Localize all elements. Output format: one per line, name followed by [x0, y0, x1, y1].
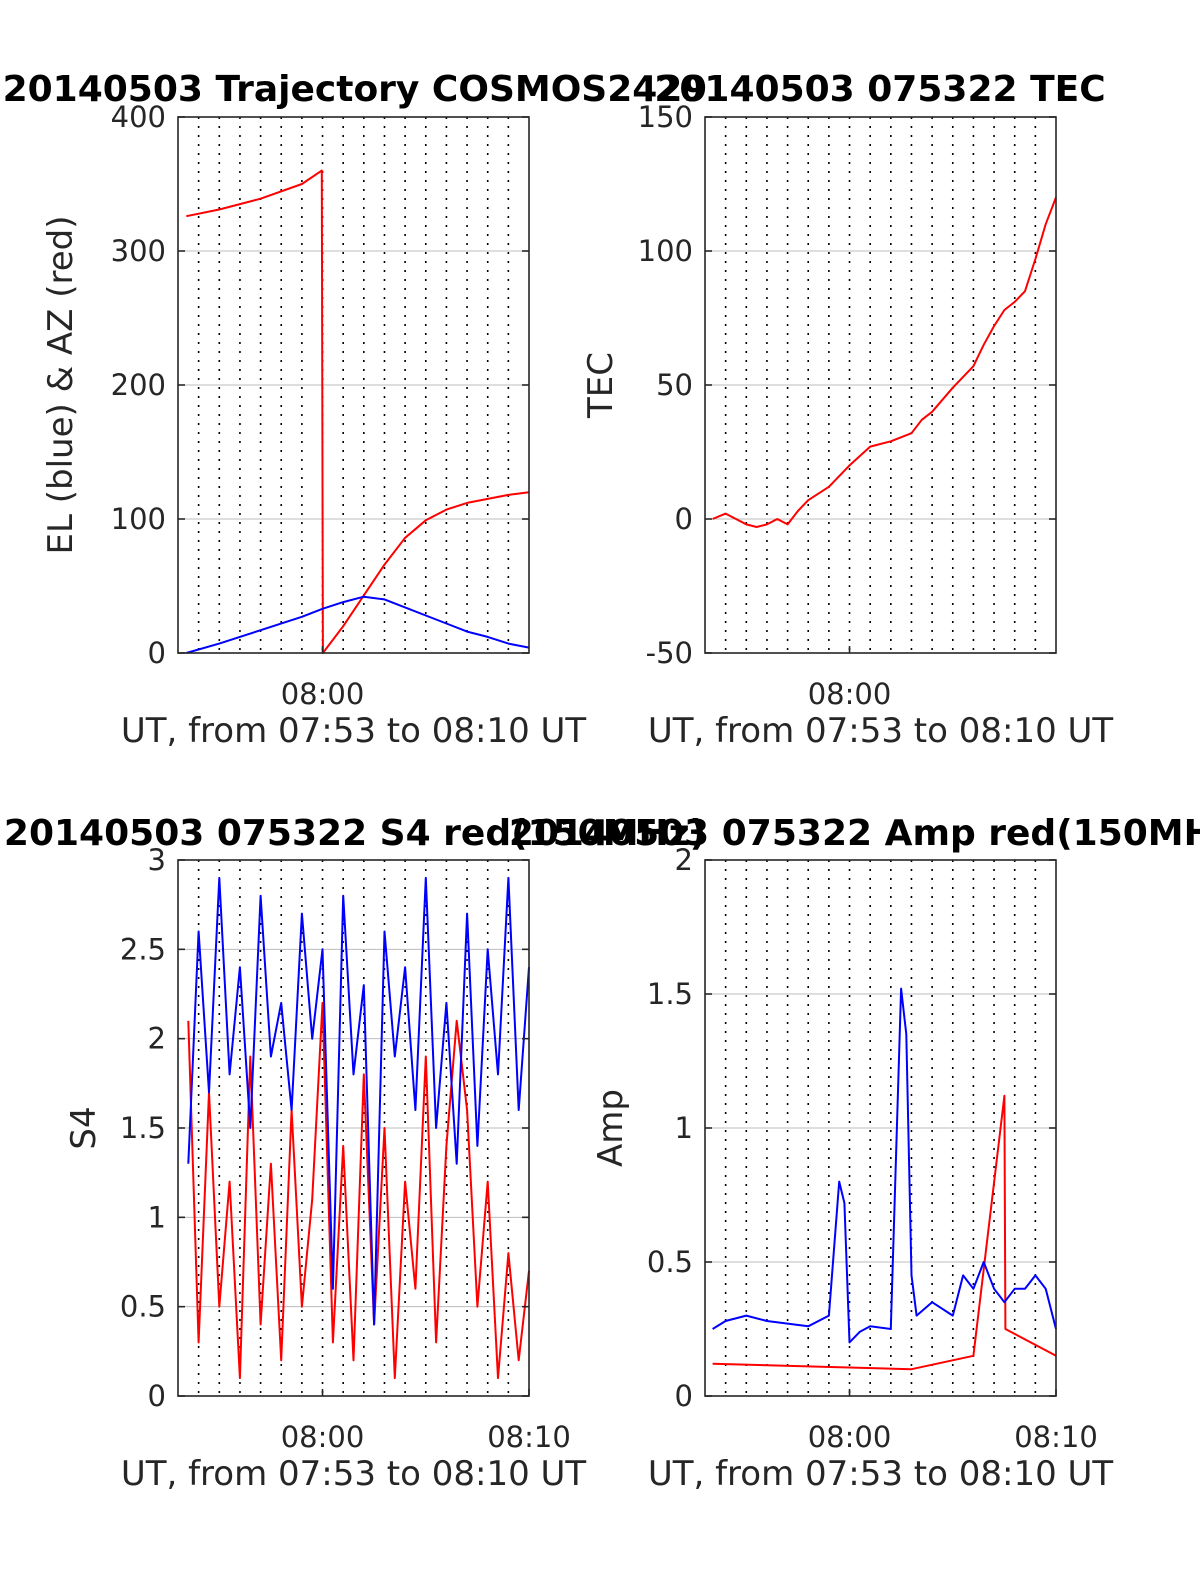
y-tick-label: 200: [111, 368, 166, 402]
series-line-red: [186, 169, 530, 654]
y-tick-label: -50: [646, 636, 693, 670]
series-line-blue: [712, 987, 1057, 1344]
chart-title: 20140503 075322 S4 red(150MHz): [4, 813, 706, 854]
x-axis-label: UT, from 07:53 to 08:10 UT: [121, 711, 587, 751]
series-line-red: [712, 197, 1057, 528]
y-tick-label: 1.5: [120, 1111, 166, 1145]
x-tick-label: 08:00: [808, 677, 892, 711]
y-tick-label: 300: [111, 234, 166, 268]
x-tick-label: 08:00: [808, 1420, 892, 1454]
y-axis-label: EL (blue) & AZ (red): [41, 215, 81, 554]
x-tick-label: 08:00: [281, 1420, 365, 1454]
chart-title: 20140503 075322 TEC: [654, 69, 1105, 110]
y-tick-label: 2: [148, 1022, 166, 1056]
y-tick-label: 0: [148, 636, 166, 670]
y-tick-label: 2.5: [120, 932, 166, 966]
series-line-blue: [186, 595, 530, 654]
series-line-red: [187, 1001, 530, 1380]
y-axis-label: Amp: [591, 1089, 631, 1167]
y-tick-label: 0.5: [647, 1245, 693, 1279]
chart-title: 20140503 Trajectory COSMOS2429: [3, 69, 708, 110]
y-axis-label: TEC: [581, 352, 621, 419]
y-tick-label: 1: [148, 1200, 166, 1234]
y-tick-label: 400: [111, 100, 166, 134]
y-tick-label: 0: [675, 1379, 693, 1413]
chart-title: 20140503 075322 Amp red(150MHz): [509, 813, 1200, 854]
y-tick-label: 0: [148, 1379, 166, 1413]
x-tick-label: 08:10: [487, 1420, 571, 1454]
y-tick-label: 100: [638, 234, 693, 268]
y-tick-label: 0: [675, 502, 693, 536]
x-axis-label: UT, from 07:53 to 08:10 UT: [121, 1454, 587, 1494]
series-line-red: [712, 1094, 1057, 1371]
x-axis-label: UT, from 07:53 to 08:10 UT: [648, 711, 1114, 751]
y-tick-label: 50: [656, 368, 693, 402]
x-tick-label: 08:10: [1014, 1420, 1098, 1454]
series-line-blue: [187, 876, 530, 1326]
y-tick-label: 1: [675, 1111, 693, 1145]
y-tick-label: 100: [111, 502, 166, 536]
y-axis-label: S4: [64, 1106, 104, 1149]
x-tick-label: 08:00: [281, 677, 365, 711]
y-tick-label: 1.5: [647, 977, 693, 1011]
y-tick-label: 3: [148, 843, 166, 877]
x-axis-label: UT, from 07:53 to 08:10 UT: [648, 1454, 1114, 1494]
y-tick-label: 150: [638, 100, 693, 134]
y-tick-label: 0.5: [120, 1290, 166, 1324]
y-tick-label: 2: [675, 843, 693, 877]
